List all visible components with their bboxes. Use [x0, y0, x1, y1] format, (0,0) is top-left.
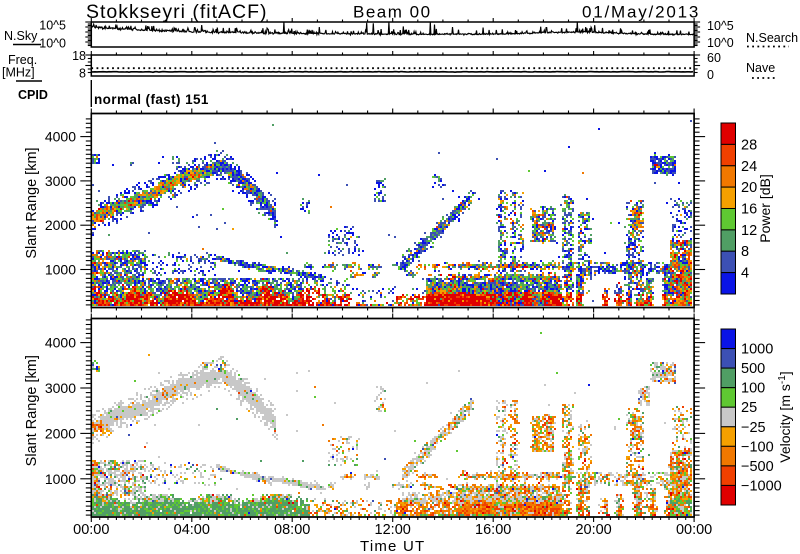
- svg-text:−500: −500: [741, 459, 774, 475]
- svg-text:8: 8: [79, 67, 86, 81]
- svg-text:0: 0: [707, 68, 714, 82]
- svg-text:10^0: 10^0: [39, 37, 66, 51]
- svg-text:1000: 1000: [45, 262, 76, 278]
- svg-text:1000: 1000: [45, 471, 76, 487]
- svg-text:Time UT: Time UT: [360, 538, 425, 554]
- svg-text:00:00: 00:00: [676, 522, 712, 538]
- svg-text:−25: −25: [741, 420, 766, 436]
- svg-text:Beam 00: Beam 00: [353, 3, 432, 22]
- svg-text:Stokkseyri (fitACF): Stokkseyri (fitACF): [86, 1, 268, 23]
- svg-text:[MHz]: [MHz]: [2, 66, 35, 80]
- svg-text:100: 100: [741, 381, 765, 397]
- svg-text:00:00: 00:00: [73, 522, 109, 538]
- svg-text:Slant Range [km]: Slant Range [km]: [24, 147, 40, 258]
- svg-text:2000: 2000: [45, 425, 76, 441]
- svg-text:12:00: 12:00: [375, 522, 411, 538]
- svg-text:12: 12: [741, 223, 757, 239]
- svg-text:18: 18: [72, 49, 86, 63]
- svg-text:2000: 2000: [45, 217, 76, 233]
- svg-text:−100: −100: [741, 439, 774, 455]
- svg-text:CPID: CPID: [18, 88, 48, 102]
- svg-text:−1000: −1000: [741, 478, 782, 494]
- svg-text:16: 16: [741, 202, 757, 218]
- svg-text:3000: 3000: [45, 173, 76, 189]
- svg-text:10^5: 10^5: [707, 19, 734, 33]
- svg-text:500: 500: [741, 361, 765, 377]
- svg-text:28: 28: [741, 137, 757, 153]
- svg-text:Velocity [m s-1]: Velocity [m s-1]: [777, 371, 794, 462]
- svg-text:20:00: 20:00: [575, 522, 611, 538]
- svg-text:1000: 1000: [741, 342, 773, 358]
- svg-text:10^5: 10^5: [39, 19, 66, 33]
- svg-text:4: 4: [741, 266, 749, 282]
- svg-text:Nave: Nave: [746, 61, 775, 75]
- svg-text:01/May/2013: 01/May/2013: [582, 3, 700, 22]
- svg-text:60: 60: [707, 51, 721, 65]
- svg-text:Power [dB]: Power [dB]: [757, 174, 773, 242]
- svg-text:Slant Range [km]: Slant Range [km]: [24, 355, 40, 466]
- svg-text:4000: 4000: [45, 335, 76, 351]
- svg-text:3000: 3000: [45, 380, 76, 396]
- svg-text:24: 24: [741, 159, 757, 175]
- svg-text:8: 8: [741, 244, 749, 260]
- svg-text:N.Search: N.Search: [746, 31, 798, 45]
- svg-text:20: 20: [741, 180, 757, 196]
- svg-text:25: 25: [741, 400, 757, 416]
- svg-text:Freq.: Freq.: [8, 53, 37, 67]
- svg-text:normal (fast) 151: normal (fast) 151: [94, 92, 209, 107]
- svg-text:16:00: 16:00: [475, 522, 511, 538]
- svg-text:04:00: 04:00: [174, 522, 210, 538]
- svg-text:N.Sky: N.Sky: [4, 29, 38, 43]
- svg-text:4000: 4000: [45, 129, 76, 145]
- svg-text:10^0: 10^0: [707, 36, 734, 50]
- svg-text:08:00: 08:00: [274, 522, 310, 538]
